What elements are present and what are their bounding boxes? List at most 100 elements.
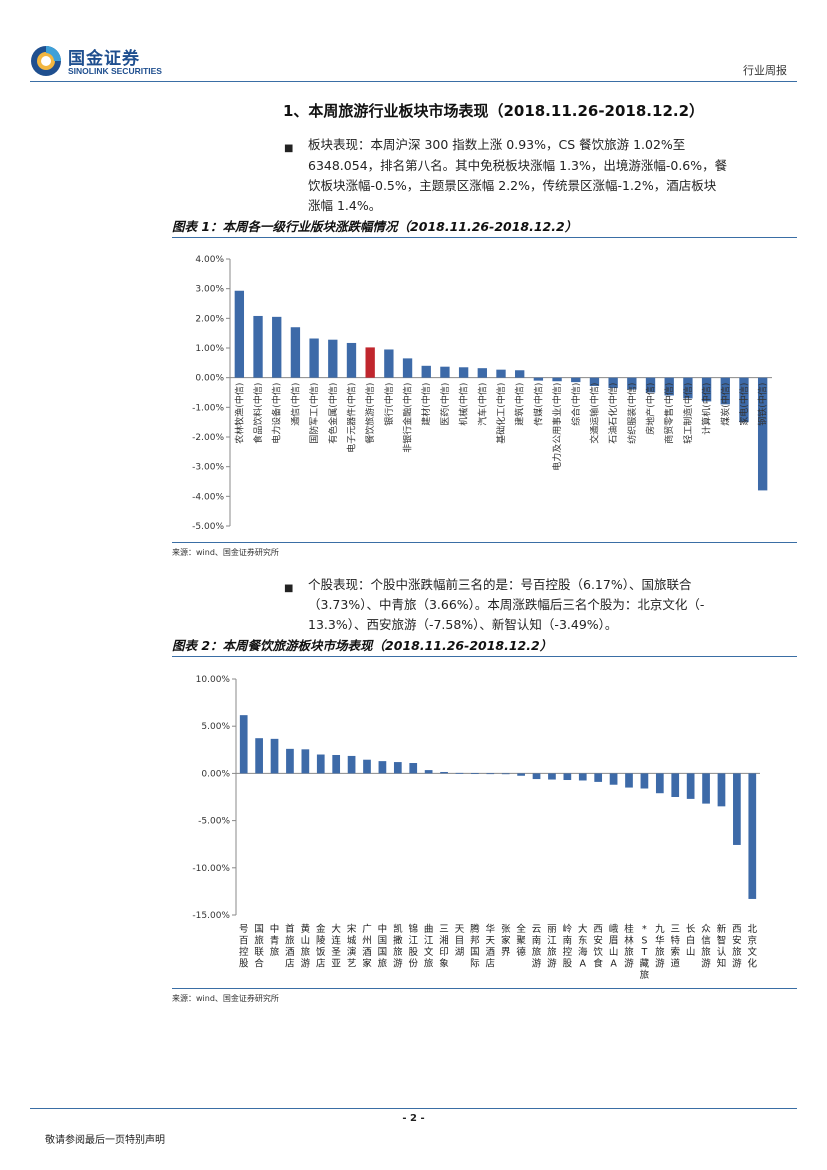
bar [757, 377, 768, 491]
figure2-top-rule [172, 656, 797, 657]
category-label: 中国国旅 [378, 923, 388, 970]
bar [496, 369, 506, 378]
category-label: 有色金属(中信) [327, 383, 339, 444]
y-tick-label: -10.00% [192, 864, 230, 874]
category-label: 张家界 [501, 924, 511, 958]
category-label: 轻工制造(中信) [682, 383, 694, 444]
bar [533, 377, 544, 381]
bar [316, 754, 325, 774]
bullet-square-icon: ■ [284, 143, 294, 154]
category-label: 天目湖 [455, 924, 465, 958]
category-label: 桂林旅游 [624, 923, 634, 970]
bar [455, 772, 464, 774]
logo-english-name: SINOLINK SECURITIES [68, 66, 162, 76]
y-tick-label: -5.00% [198, 817, 230, 827]
category-label: 长白山 [686, 923, 696, 958]
category-label: 宋城演艺 [347, 923, 357, 970]
category-label: 食品饮料(中信) [252, 383, 264, 444]
bar [421, 365, 431, 378]
bar [409, 763, 418, 774]
bar [625, 773, 633, 788]
bar [440, 366, 450, 378]
bar [272, 316, 282, 378]
figure2-title: 图表 2：本周餐饮旅游板块市场表现（2018.11.26-2018.12.2） [172, 638, 553, 653]
bullet-square-icon: ■ [284, 583, 294, 594]
category-label: 银行(中信) [383, 383, 395, 426]
category-label: 餐饮旅游(中信) [364, 383, 376, 444]
bar [440, 771, 448, 774]
category-label: 丽江旅游 [547, 924, 557, 970]
bar [363, 759, 371, 774]
bar [701, 377, 712, 402]
para1-line-4: 涨幅 1.4%。 [308, 198, 382, 213]
bar [571, 377, 581, 383]
bar [239, 715, 248, 774]
category-label: 华天酒店 [486, 923, 496, 970]
logo-chinese-name: 国金证券 [68, 49, 140, 69]
bar [378, 761, 387, 774]
bar [332, 754, 341, 774]
bar [328, 339, 338, 378]
category-label: 基础化工(中信) [495, 383, 507, 444]
sinolink-logo-icon [31, 46, 61, 76]
bar [683, 377, 693, 399]
bar [486, 773, 495, 775]
category-label: 家电(中信) [738, 383, 750, 426]
y-tick-label: 3.00% [195, 285, 224, 295]
report-type: 行业周报 [743, 64, 787, 77]
category-label: 大连圣亚 [331, 923, 341, 970]
y-tick-label: -15.00% [192, 911, 230, 921]
category-label: 腾邦国际 [470, 923, 480, 970]
bar [253, 315, 263, 378]
category-label: 建材(中信) [420, 383, 432, 426]
bar [270, 738, 279, 774]
category-label: 医药(中信) [439, 383, 451, 426]
bar [458, 367, 469, 378]
bar [365, 347, 375, 378]
bar [578, 773, 587, 781]
bar [309, 338, 319, 378]
section-title: 1、本周旅游行业板块市场表现（2018.11.26-2018.12.2） [283, 102, 705, 120]
page-number: - 2 - [402, 1113, 425, 1124]
category-label: 农林牧渔(中信) [233, 383, 245, 444]
bar [655, 773, 664, 794]
category-label: 纺织服装(中信) [626, 383, 638, 444]
bar [515, 370, 525, 378]
category-label: 黄山旅游 [301, 923, 311, 970]
bar [664, 377, 674, 396]
bar [255, 738, 263, 774]
footer-divider [30, 1108, 797, 1109]
figure1-source: 来源：wind、国金证券研究所 [172, 548, 279, 557]
bar [671, 773, 680, 797]
category-label: 综合(中信) [570, 383, 582, 426]
category-label: * S T 藏旅 [640, 924, 650, 981]
bar [563, 773, 572, 781]
category-label: 凯撒旅游 [393, 923, 403, 970]
bar [733, 773, 741, 845]
category-label: 西安饮食 [593, 924, 603, 970]
category-label: 峨眉山 A [609, 923, 619, 970]
category-label: 电子元器件(中信) [345, 383, 357, 453]
category-label: 非银行金融(中信) [402, 383, 414, 453]
y-tick-label: 10.00% [196, 675, 231, 685]
category-label: 商贸零售(中信) [663, 383, 675, 444]
bar [748, 773, 757, 899]
category-label: 九华旅游 [655, 923, 665, 970]
bar [532, 773, 541, 780]
y-tick-label: -5.00% [192, 522, 224, 532]
category-label: 汽车(中信) [476, 383, 488, 426]
bar [627, 377, 637, 390]
bar [347, 755, 356, 774]
figure2-bottom-rule [172, 988, 797, 989]
catering-tourism-stock-bar-chart: 10.00% 5.00% 0.00% -5.00% -10.00% -15.00% 号百控股… [192, 675, 760, 981]
bar [286, 748, 294, 774]
bar [702, 773, 710, 804]
y-tick-label: -1.00% [192, 403, 224, 413]
y-tick-label: 1.00% [195, 344, 224, 354]
category-label: 石油石化(中信) [607, 383, 619, 444]
category-label: 机械(中信) [458, 383, 470, 426]
figure1-top-rule [172, 237, 797, 238]
category-label: 计算机(中信) [701, 383, 713, 435]
y-tick-label: 4.00% [195, 255, 224, 265]
bar [424, 770, 433, 774]
